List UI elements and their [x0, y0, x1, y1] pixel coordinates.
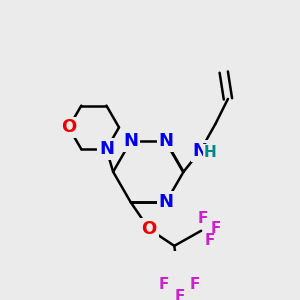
Text: F: F — [175, 289, 185, 300]
Text: F: F — [190, 277, 200, 292]
Text: F: F — [211, 221, 221, 236]
Text: O: O — [142, 220, 157, 238]
Text: H: H — [204, 145, 217, 160]
Text: O: O — [61, 118, 76, 136]
Text: N: N — [193, 142, 208, 160]
Text: N: N — [99, 140, 114, 158]
Text: F: F — [158, 277, 169, 292]
Text: N: N — [158, 132, 173, 150]
Text: F: F — [198, 211, 208, 226]
Text: N: N — [158, 193, 173, 211]
Text: N: N — [123, 132, 138, 150]
Text: F: F — [204, 233, 215, 248]
